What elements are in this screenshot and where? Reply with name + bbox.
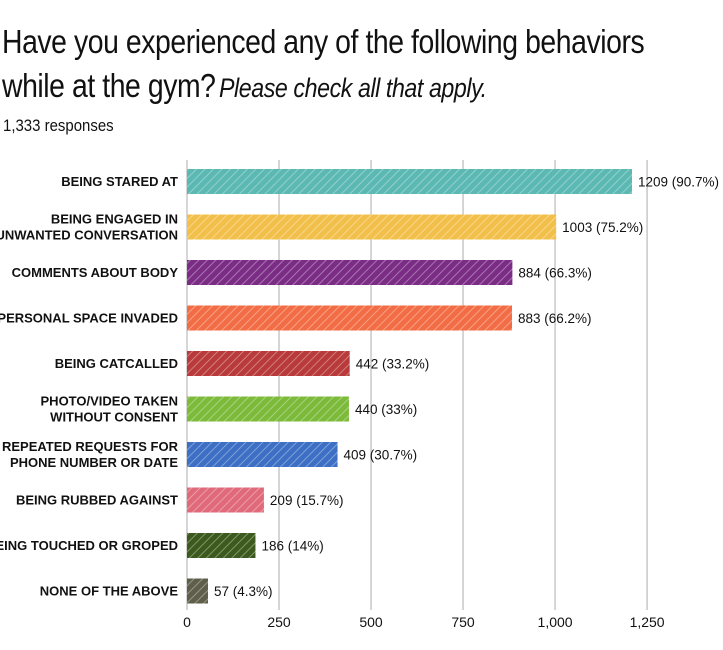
x-tick-label: 750 [451,614,475,630]
bar [187,578,208,604]
responses-count: 1,333 responses [3,116,114,135]
bar [187,533,256,558]
category-label: NONE OF THE ABOVE [40,584,179,599]
bar [187,396,349,422]
bar [187,260,513,285]
data-label: 186 (14%) [261,539,323,554]
bar [187,487,264,513]
chart-subtitle: Please check all that apply. [218,73,487,103]
category-label: PERSONAL SPACE INVADED [0,311,178,326]
data-label: 442 (33.2%) [356,357,430,372]
bar [187,214,557,240]
category-label: COMMENTS ABOUT BODY [12,265,179,280]
category-label: UNWANTED CONVERSATION [0,228,178,243]
data-label: 409 (30.7%) [344,448,418,463]
x-tick-label: 0 [183,614,191,630]
title-line-2: while at the gym? Please check all that a… [2,64,617,110]
x-axis-ticks: 0 250 500 750 1,000 1,250 [183,614,665,630]
bar [187,305,513,331]
data-label: 883 (66.2%) [518,311,592,326]
title-line-1: Have you experienced any of the followin… [2,23,645,60]
category-label: BEING ENGAGED IN [51,212,178,227]
bar [187,169,632,194]
data-label: 57 (4.3%) [214,584,273,599]
data-label: 884 (66.3%) [518,266,592,281]
category-label: REPEATED REQUESTS FOR [2,439,179,454]
category-label: BEING RUBBED AGAINST [16,493,178,508]
bars [187,169,632,604]
category-label: PHONE NUMBER OR DATE [10,455,178,470]
category-label: WITHOUT CONSENT [50,410,178,425]
x-tick-label: 1,000 [538,614,573,630]
data-label: 1003 (75.2%) [562,220,643,235]
data-label: 209 (15.7%) [270,493,344,508]
value-labels: 1209 (90.7%) 1003 (75.2%) 884 (66.3%) 883 (… [214,175,719,600]
category-labels: BEING STARED AT BEING ENGAGED INUNWANTED … [0,174,179,599]
category-label: PHOTO/VIDEO TAKEN [41,394,178,409]
data-label: 440 (33%) [355,402,417,417]
data-label: 1209 (90.7%) [638,175,719,190]
category-label: BEING TOUCHED OR GROPED [0,538,178,553]
category-label: BEING STARED AT [61,174,178,189]
x-tick-label: 250 [267,614,291,630]
bar [187,351,350,376]
x-tick-label: 1,250 [630,614,665,630]
category-label: BEING CATCALLED [55,356,178,371]
title-question: while at the gym? [2,67,216,104]
x-tick-label: 500 [359,614,383,630]
chart-title: Have you experienced any of the followin… [2,20,645,110]
bar [187,442,338,467]
